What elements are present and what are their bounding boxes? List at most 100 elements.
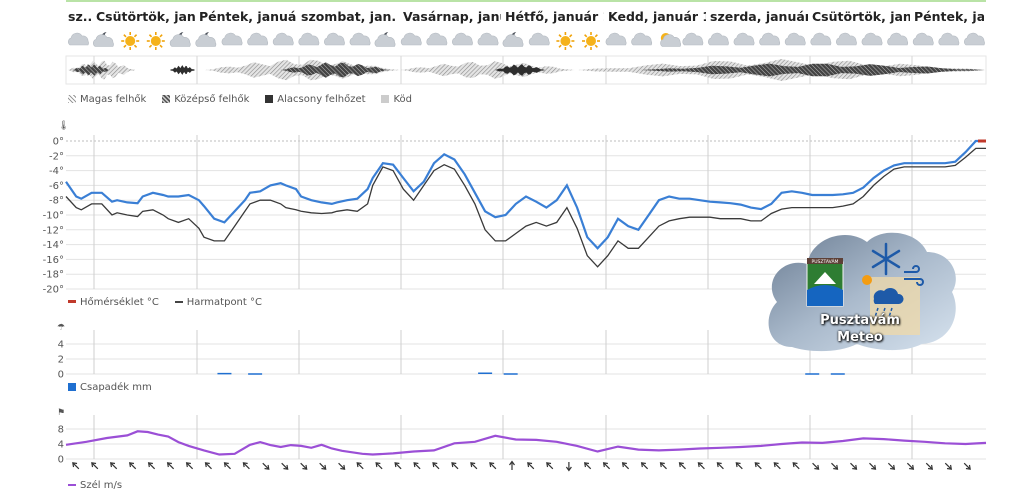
wind-direction-arrow [792, 462, 800, 470]
legend-low-clouds[interactable]: Alacsony felhőzet [265, 94, 366, 105]
wind-direction-arrow [451, 462, 459, 470]
day-label: sz... [68, 9, 92, 24]
cloud-icon [68, 32, 89, 46]
cloud-icon [836, 32, 857, 46]
wind-sock-icon: ⚑ [57, 408, 66, 418]
sun-icon [582, 32, 600, 50]
wind-direction-arrow [906, 462, 915, 470]
wind-direction-arrow [432, 462, 440, 470]
wind-direction-arrow [602, 462, 611, 470]
weather-icon-row [68, 32, 985, 50]
wind-direction-arrow [831, 462, 839, 470]
wind-direction-arrow [356, 462, 364, 470]
dewpoint-line [65, 147, 986, 268]
pusztavam-meteo-logo: PUSZTAVÁM [768, 232, 956, 352]
top-accent-line [66, 0, 986, 2]
wind-direction-arrow [470, 462, 478, 470]
legend-dewpoint[interactable]: Harmatpont °C [174, 297, 262, 308]
wind-direction-arrow [773, 462, 781, 470]
logo-text: Pusztavám Meteo [790, 312, 930, 346]
precip-bar[interactable] [478, 372, 493, 375]
day-label: Péntek, január 9. [199, 9, 297, 24]
wind-direction-arrow [223, 462, 231, 470]
cloud-icon [912, 32, 934, 46]
cloud-icon [810, 32, 832, 46]
precip-bar[interactable] [830, 373, 845, 375]
cloud-cover-band [65, 55, 987, 85]
legend-temperature[interactable]: Hőmérséklet °C [68, 297, 159, 308]
temp-tick-label: -14° [43, 240, 64, 251]
legend-mid-clouds[interactable]: Középső felhők [162, 94, 249, 105]
wind-direction-arrow [869, 462, 877, 470]
precip-tick-label: 4 [58, 340, 64, 351]
cloud-icon [324, 32, 345, 46]
wind-direction-arrow [338, 462, 346, 470]
precip-bar[interactable] [248, 373, 263, 375]
wind-direction-arrow [640, 462, 649, 470]
logo-line-2: Meteo [837, 330, 883, 345]
wind-tick-label: 8 [58, 425, 64, 436]
sun-icon [121, 32, 140, 50]
logo-badge-text: PUSZTAVÁM [812, 258, 839, 265]
temp-tick-label: -8° [49, 196, 64, 207]
wind-line [65, 430, 987, 456]
legend-fog[interactable]: Köd [381, 94, 412, 105]
wind-direction-arrow [413, 462, 421, 470]
cloud-icon [605, 32, 627, 46]
precipitation-legend[interactable]: Csapadék mm [68, 382, 152, 393]
cloud-icon [247, 32, 269, 46]
wind-direction-arrow [697, 462, 705, 470]
cloud-legend: Magas felhők Középső felhők Alacsony fel… [68, 94, 412, 105]
cloud-icon [708, 32, 729, 46]
night-icon [195, 32, 217, 47]
precip-bar[interactable] [217, 372, 232, 375]
legend-high-clouds[interactable]: Magas felhők [68, 94, 146, 105]
wind-direction-arrow [300, 462, 308, 470]
wind-direction-arrow [109, 462, 118, 470]
day-label: Hétfő, január 12. [505, 9, 604, 24]
wind-direction-arrow [281, 462, 289, 470]
night-icon [502, 32, 524, 47]
day-label: Vasárnap, janu... [403, 9, 501, 24]
wind-direction-arrow [242, 462, 250, 470]
wind-direction-arrow [319, 462, 327, 470]
precip-bar[interactable] [503, 373, 518, 375]
temp-tick-label: -20° [43, 285, 64, 296]
temperature-legend: Hőmérséklet °C Harmatpont °C [68, 297, 262, 308]
day-label: Csütörtök, jan. 8. [96, 9, 195, 24]
cloud-icon [861, 32, 883, 46]
wind-direction-arrow [546, 462, 554, 470]
precip-bar[interactable] [805, 373, 820, 375]
wind-direction-arrow [583, 462, 592, 470]
wind-direction-arrow [262, 462, 270, 470]
wind-tick-label: 4 [58, 440, 64, 451]
temp-tick-label: -12° [43, 225, 64, 236]
coat-of-arms-icon [806, 258, 844, 307]
cloud-icon [298, 32, 320, 46]
wind-direction-arrow [91, 462, 99, 470]
wind-direction-arrow [527, 462, 535, 470]
cloud-icon [759, 32, 781, 46]
wind-direction-arrow [166, 462, 175, 470]
temperature-line [65, 139, 986, 250]
night-icon [93, 32, 114, 47]
wind-direction-arrow [375, 462, 383, 470]
sun-icon [556, 32, 575, 50]
day-label: Kedd, január 13. [608, 9, 706, 24]
wind-legend[interactable]: Szél m/s [68, 480, 122, 491]
cloud-icon [272, 32, 294, 46]
cloud-icon [221, 32, 243, 46]
wind-direction-arrow [185, 462, 194, 470]
umbrella-icon: ☂ [57, 323, 66, 333]
wind-direction-arrow [925, 462, 934, 470]
wind-direction-arrow [850, 462, 858, 470]
cloud-icon [400, 32, 422, 46]
day-label: szerda, január 14. [710, 9, 808, 24]
wind-direction-arrow [944, 462, 953, 470]
wind-direction-arrow [489, 462, 497, 470]
wind-direction-arrow [204, 462, 212, 470]
wind-direction-arrow [659, 462, 667, 470]
cloud-icon [528, 32, 550, 46]
temp-tick-label: -6° [49, 181, 64, 192]
